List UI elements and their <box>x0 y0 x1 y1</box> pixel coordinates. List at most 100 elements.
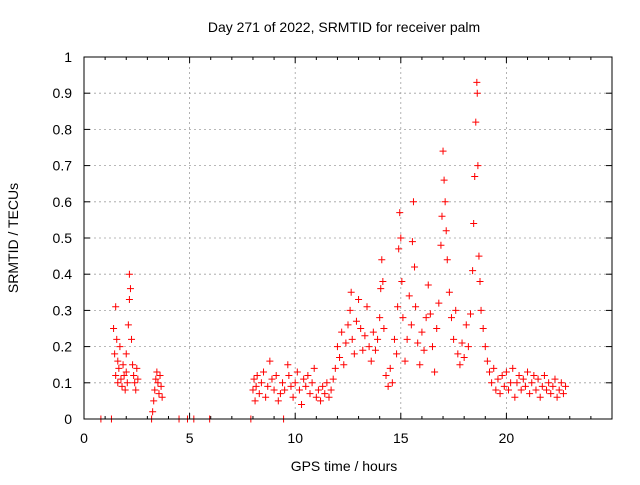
data-point <box>112 372 120 380</box>
data-point <box>551 375 559 383</box>
data-point <box>435 299 443 307</box>
data-point <box>409 198 417 206</box>
data-point <box>149 408 157 416</box>
data-point <box>405 292 413 300</box>
data-point <box>462 321 470 329</box>
data-point <box>123 379 131 387</box>
data-point <box>300 375 308 383</box>
data-point <box>367 357 375 365</box>
data-point <box>158 393 166 401</box>
data-point <box>371 346 379 354</box>
data-point <box>549 382 557 390</box>
data-point <box>361 332 369 340</box>
data-point <box>439 147 447 155</box>
data-point <box>287 382 295 390</box>
data-point <box>401 357 409 365</box>
data-point <box>295 386 303 394</box>
data-point <box>472 118 480 126</box>
data-point <box>470 220 478 228</box>
data-point <box>264 382 272 390</box>
data-point <box>475 252 483 260</box>
data-point <box>411 263 419 271</box>
x-tick-label: 10 <box>287 430 303 446</box>
data-point <box>438 212 446 220</box>
data-point <box>553 393 561 401</box>
data-point <box>270 386 278 394</box>
data-point <box>511 393 519 401</box>
data-point <box>426 310 434 318</box>
data-point <box>458 339 466 347</box>
data-point <box>124 321 132 329</box>
data-point <box>253 372 261 380</box>
data-point <box>447 314 455 322</box>
data-point <box>559 390 567 398</box>
data-point <box>321 390 329 398</box>
data-point <box>395 245 403 253</box>
data-point <box>374 335 382 343</box>
data-point <box>133 364 141 372</box>
data-point <box>397 234 405 242</box>
data-points <box>97 78 570 423</box>
data-point <box>125 270 133 278</box>
data-point <box>519 375 527 383</box>
data-point <box>281 386 289 394</box>
data-point <box>393 350 401 358</box>
data-point <box>289 393 297 401</box>
data-point <box>260 368 268 376</box>
data-point <box>252 382 260 390</box>
data-point <box>114 357 122 365</box>
y-axis-label: SRMTID / TECUs <box>5 183 21 293</box>
data-point <box>310 364 318 372</box>
data-point <box>399 314 407 322</box>
data-point <box>479 325 487 332</box>
data-point <box>117 375 125 383</box>
data-point <box>471 172 479 180</box>
data-point <box>443 256 451 264</box>
data-point <box>376 314 384 322</box>
data-point <box>473 89 481 97</box>
data-point <box>112 303 120 311</box>
data-point <box>274 397 282 405</box>
data-point <box>130 372 138 380</box>
data-point <box>403 335 411 343</box>
y-tick-label: 0 <box>64 411 72 427</box>
data-point <box>346 306 354 314</box>
data-point <box>513 379 521 387</box>
data-point <box>262 393 270 401</box>
data-point <box>476 277 484 285</box>
data-point <box>398 277 406 285</box>
data-point <box>279 379 287 387</box>
data-point <box>428 343 436 351</box>
y-tick-labels: 0 0.1 0.2 0.3 0.4 0.5 0.6 0.7 0.8 0.9 1 <box>53 49 73 427</box>
data-point <box>416 361 424 369</box>
data-point <box>250 375 258 383</box>
data-point <box>460 353 468 361</box>
y-tick-label: 0.8 <box>53 121 73 137</box>
axis-ticks <box>83 56 613 420</box>
data-point <box>325 393 333 401</box>
data-point <box>378 256 386 264</box>
data-point <box>153 368 161 376</box>
data-point <box>507 379 515 387</box>
data-point <box>384 382 392 390</box>
data-point <box>515 372 523 380</box>
data-point <box>517 386 525 394</box>
data-point <box>155 390 163 398</box>
data-point <box>407 321 415 329</box>
data-point <box>469 267 477 275</box>
x-axis-label: GPS time / hours <box>291 458 398 474</box>
data-point <box>488 379 496 387</box>
y-tick-label: 0.3 <box>53 302 73 318</box>
data-point <box>380 325 388 332</box>
data-point <box>347 288 355 296</box>
data-point <box>437 241 445 249</box>
data-point <box>355 296 363 304</box>
data-point <box>312 393 320 401</box>
data-point <box>154 379 162 387</box>
data-point <box>481 343 489 351</box>
data-point <box>333 343 341 351</box>
data-point <box>474 162 482 170</box>
data-point <box>452 306 460 314</box>
data-point <box>526 390 534 398</box>
data-point <box>540 372 548 380</box>
